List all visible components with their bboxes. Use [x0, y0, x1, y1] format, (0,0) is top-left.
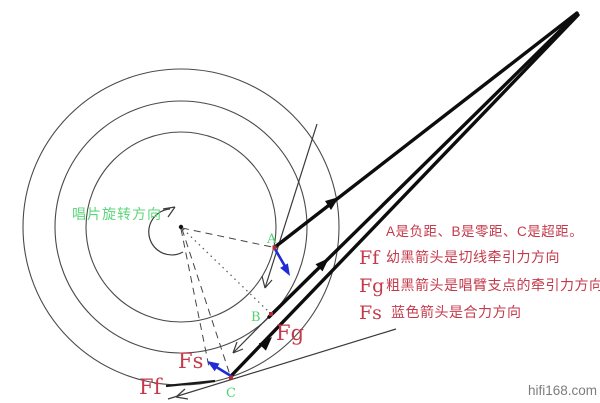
pivot-force-line-c	[229, 13, 580, 378]
radius-line-to-c	[181, 228, 231, 376]
radius-line-to-b	[182, 228, 269, 312]
pivot-force-line-b	[267, 12, 579, 319]
legend-line-overhang: A是负距、B是零距、C是超距。	[386, 224, 583, 239]
rotation-direction-label: 唱片旋转方向	[72, 206, 162, 222]
legend-symbol-fg: Fg	[359, 275, 384, 297]
groove-circle-middle	[54, 100, 308, 354]
point-c-label: C	[226, 386, 236, 401]
fg-label: Fg	[276, 321, 304, 345]
groove-circle-inner	[85, 131, 277, 323]
legend-symbol-ff: Ff	[359, 247, 381, 269]
watermark: hifi168.com	[528, 383, 597, 398]
resultant-arrow-a	[273, 248, 290, 276]
tangent-arrow-c	[167, 328, 397, 400]
tangent-arrow-a	[261, 123, 318, 289]
point-b-dot	[269, 312, 273, 316]
rotation-direction-arrow	[148, 206, 184, 256]
point-a-dot	[272, 245, 277, 250]
pivot-force-line-a	[273, 11, 579, 249]
point-b-label: B	[251, 310, 261, 325]
legend-text-ff: 幼黑箭头是切线牵引力方向	[386, 249, 560, 265]
legend: A是负距、B是零距、C是超距。 Ff 幼黑箭头是切线牵引力方向 Fg 粗黑箭头是…	[359, 224, 600, 324]
radius-line-to-a	[181, 227, 273, 248]
legend-text-fg: 粗黑箭头是唱臂支点的牵引力方向	[386, 277, 600, 293]
resultant-arrow-c	[207, 361, 232, 378]
point-a-label: A	[266, 232, 277, 247]
fs-label: Fs	[178, 349, 203, 373]
ff-tangent-segment-c	[165, 379, 216, 388]
legend-symbol-fs: Fs	[359, 302, 382, 324]
ff-label: Ff	[139, 375, 164, 399]
legend-text-fs: 蓝色箭头是合力方向	[391, 304, 522, 320]
point-c-dot	[229, 375, 233, 380]
